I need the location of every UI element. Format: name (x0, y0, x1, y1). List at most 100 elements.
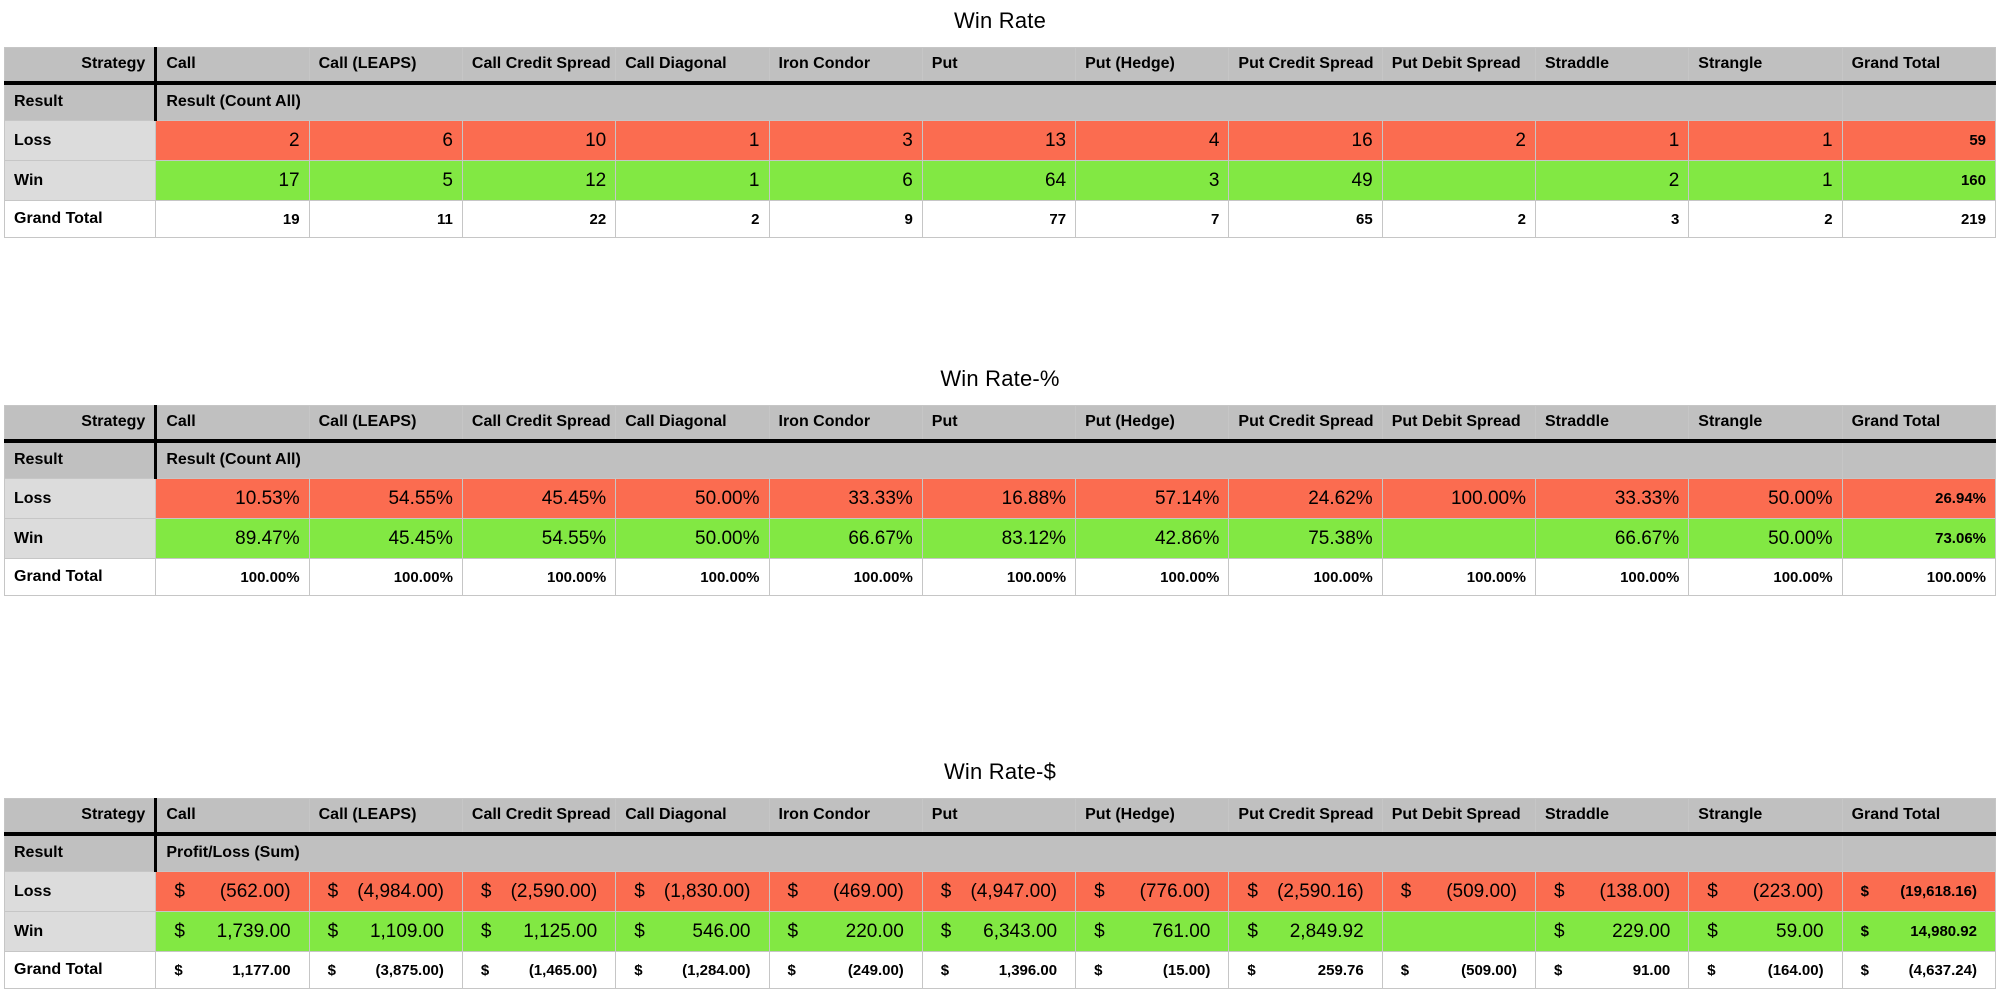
column-header-call-leaps[interactable]: Call (LEAPS) (308, 798, 463, 836)
cell-win-strangle[interactable]: 1 (1688, 160, 1843, 201)
cell-win-call-diagonal[interactable]: $546.00 (615, 911, 770, 952)
cell-win-put-hedge[interactable]: 42.86% (1075, 518, 1230, 559)
cell-loss-put-credit-spread[interactable]: 16 (1228, 120, 1383, 161)
column-header-put-hedge[interactable]: Put (Hedge) (1075, 798, 1230, 836)
column-header-call-credit-spread[interactable]: Call Credit Spread (461, 47, 617, 85)
cell-loss-call-leaps[interactable]: $ (4,984.00) (308, 871, 463, 912)
cell-loss-strangle[interactable]: 1 (1688, 120, 1843, 161)
cell-loss-put-debit-spread[interactable]: 100.00% (1381, 478, 1536, 519)
cell-grand-total-call-credit-spread[interactable]: 100.00% (461, 558, 617, 596)
cell-win-put-debit-spread[interactable] (1381, 160, 1536, 201)
cell-grand-total-call-diagonal[interactable]: 100.00% (615, 558, 770, 596)
cell-loss-put[interactable]: $ (4,947.00) (921, 871, 1077, 912)
row-label-loss[interactable]: Loss (3, 871, 157, 912)
column-header-strategy[interactable]: Strategy (3, 405, 158, 443)
cell-grand-total-iron-condor[interactable]: 9 (768, 200, 923, 238)
cell-grand-total-put-hedge[interactable]: $ (15.00) (1075, 951, 1230, 989)
column-header-grand-total[interactable]: Grand Total (1841, 47, 1997, 85)
cell-loss-call-diagonal[interactable]: 50.00% (615, 478, 770, 519)
row-label-loss[interactable]: Loss (3, 120, 157, 161)
cell-win-iron-condor[interactable]: $220.00 (768, 911, 923, 952)
cell-loss-iron-condor[interactable]: 3 (768, 120, 923, 161)
column-header-call-diagonal[interactable]: Call Diagonal (615, 47, 770, 85)
cell-loss-call-credit-spread[interactable]: $ (2,590.00) (461, 871, 617, 912)
cell-grand-total-put[interactable]: $1,396.00 (921, 951, 1077, 989)
cell-win-call-diagonal[interactable]: 50.00% (615, 518, 770, 559)
cell-loss-call[interactable]: $ (562.00) (155, 871, 310, 912)
row-label-win[interactable]: Win (3, 911, 157, 952)
row-header-result[interactable]: Result (3, 440, 158, 479)
row-header-result[interactable]: Result (3, 82, 158, 121)
row-label-win[interactable]: Win (3, 518, 157, 559)
cell-win-iron-condor[interactable]: 6 (768, 160, 923, 201)
cell-grand-total-put[interactable]: 100.00% (921, 558, 1077, 596)
column-header-grand-total[interactable]: Grand Total (1841, 798, 1997, 836)
cell-win-call-credit-spread[interactable]: $1,125.00 (461, 911, 617, 952)
cell-grand-total-strangle[interactable]: $ (164.00) (1688, 951, 1843, 989)
cell-loss-put-debit-spread[interactable]: 2 (1381, 120, 1536, 161)
cell-loss-put-hedge[interactable]: 57.14% (1075, 478, 1230, 519)
column-header-put[interactable]: Put (921, 798, 1077, 836)
cell-grand-total-put-credit-spread[interactable]: 65 (1228, 200, 1383, 238)
cell-loss-grand-total[interactable]: 59 (1841, 120, 1997, 161)
cell-win-put-credit-spread[interactable]: 75.38% (1228, 518, 1383, 559)
column-header-iron-condor[interactable]: Iron Condor (768, 47, 923, 85)
cell-win-call-diagonal[interactable]: 1 (615, 160, 770, 201)
column-header-call-credit-spread[interactable]: Call Credit Spread (461, 405, 617, 443)
column-header-put-credit-spread[interactable]: Put Credit Spread (1228, 47, 1383, 85)
cell-grand-total-call-leaps[interactable]: 100.00% (308, 558, 463, 596)
column-header-call[interactable]: Call (155, 798, 310, 836)
cell-win-straddle[interactable]: 2 (1534, 160, 1690, 201)
cell-grand-total-put-debit-spread[interactable]: $ (509.00) (1381, 951, 1536, 989)
cell-grand-total-straddle[interactable]: 100.00% (1534, 558, 1690, 596)
cell-grand-total-strangle[interactable]: 100.00% (1688, 558, 1843, 596)
cell-win-grand-total[interactable]: 73.06% (1841, 518, 1997, 559)
cell-loss-grand-total[interactable]: 26.94% (1841, 478, 1997, 519)
cell-grand-total-put-credit-spread[interactable]: $259.76 (1228, 951, 1383, 989)
cell-grand-total-call-leaps[interactable]: $ (3,875.00) (308, 951, 463, 989)
cell-loss-call-diagonal[interactable]: 1 (615, 120, 770, 161)
cell-loss-straddle[interactable]: 33.33% (1534, 478, 1690, 519)
cell-grand-total-straddle[interactable]: 3 (1534, 200, 1690, 238)
cell-grand-total-grand-total[interactable]: $ (4,637.24) (1841, 951, 1997, 989)
column-header-put-credit-spread[interactable]: Put Credit Spread (1228, 798, 1383, 836)
cell-loss-call[interactable]: 10.53% (155, 478, 310, 519)
cell-grand-total-strangle[interactable]: 2 (1688, 200, 1843, 238)
cell-win-strangle[interactable]: $59.00 (1688, 911, 1843, 952)
column-header-put[interactable]: Put (921, 405, 1077, 443)
cell-grand-total-put-debit-spread[interactable]: 2 (1381, 200, 1536, 238)
cell-grand-total-call[interactable]: 19 (155, 200, 310, 238)
measure-row-grand-total-blank[interactable] (1841, 440, 1997, 479)
cell-grand-total-call[interactable]: $1,177.00 (155, 951, 310, 989)
cell-win-put-hedge[interactable]: 3 (1075, 160, 1230, 201)
cell-grand-total-grand-total[interactable]: 100.00% (1841, 558, 1997, 596)
cell-win-call[interactable]: 17 (155, 160, 310, 201)
row-label-loss[interactable]: Loss (3, 478, 157, 519)
row-label-grand-total[interactable]: Grand Total (3, 200, 157, 238)
cell-loss-call[interactable]: 2 (155, 120, 310, 161)
cell-win-call[interactable]: 89.47% (155, 518, 310, 559)
cell-grand-total-call-diagonal[interactable]: 2 (615, 200, 770, 238)
cell-win-put-credit-spread[interactable]: 49 (1228, 160, 1383, 201)
column-header-put-credit-spread[interactable]: Put Credit Spread (1228, 405, 1383, 443)
column-header-put-hedge[interactable]: Put (Hedge) (1075, 47, 1230, 85)
cell-loss-call-credit-spread[interactable]: 45.45% (461, 478, 617, 519)
cell-win-strangle[interactable]: 50.00% (1688, 518, 1843, 559)
column-header-call-leaps[interactable]: Call (LEAPS) (308, 405, 463, 443)
cell-win-call-credit-spread[interactable]: 54.55% (461, 518, 617, 559)
cell-loss-put-hedge[interactable]: $ (776.00) (1075, 871, 1230, 912)
column-header-call[interactable]: Call (155, 47, 310, 85)
measure-label[interactable]: Result (Count All) (155, 440, 1843, 479)
cell-win-straddle[interactable]: $229.00 (1534, 911, 1690, 952)
cell-win-put[interactable]: 64 (921, 160, 1077, 201)
column-header-call-credit-spread[interactable]: Call Credit Spread (461, 798, 617, 836)
cell-win-call-credit-spread[interactable]: 12 (461, 160, 617, 201)
cell-win-put-hedge[interactable]: $761.00 (1075, 911, 1230, 952)
cell-grand-total-straddle[interactable]: $91.00 (1534, 951, 1690, 989)
cell-win-straddle[interactable]: 66.67% (1534, 518, 1690, 559)
row-label-win[interactable]: Win (3, 160, 157, 201)
cell-grand-total-put-hedge[interactable]: 7 (1075, 200, 1230, 238)
cell-loss-iron-condor[interactable]: 33.33% (768, 478, 923, 519)
cell-loss-put-credit-spread[interactable]: 24.62% (1228, 478, 1383, 519)
column-header-put-hedge[interactable]: Put (Hedge) (1075, 405, 1230, 443)
